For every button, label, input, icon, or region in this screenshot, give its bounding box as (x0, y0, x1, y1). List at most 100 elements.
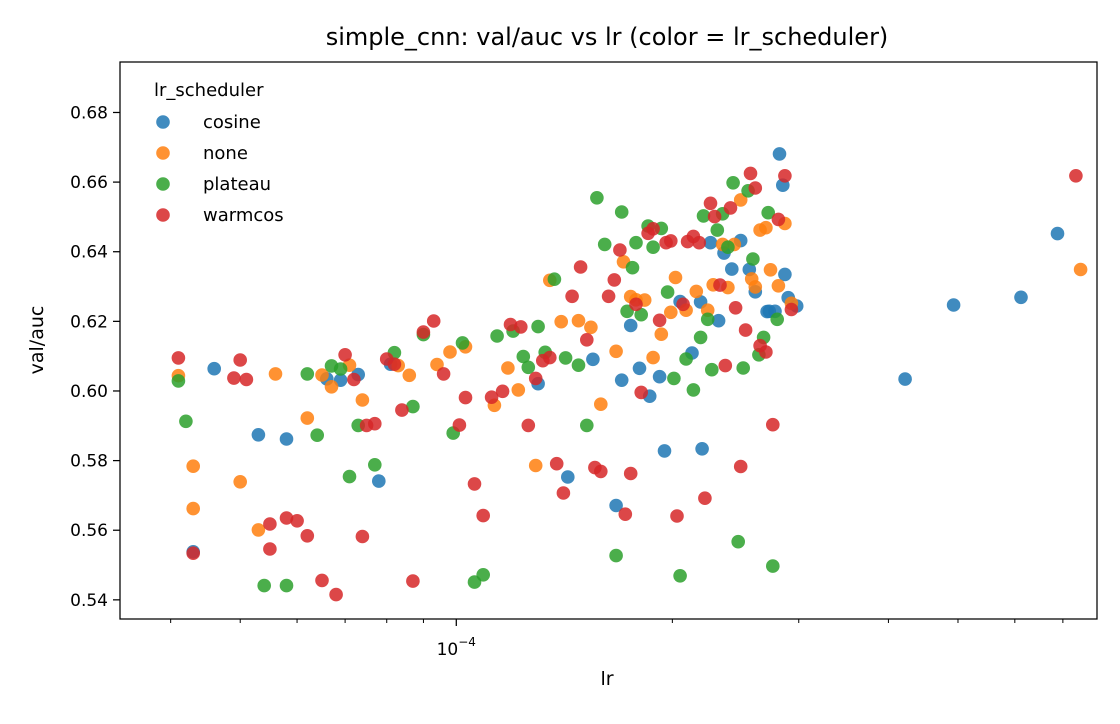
data-point-plateau (629, 235, 643, 250)
plot-area-frame (119, 61, 1098, 620)
data-point-plateau (531, 319, 545, 334)
y-tick-label: 0.68 (70, 103, 108, 123)
data-point-plateau (521, 360, 536, 375)
data-point-cosine (609, 498, 623, 513)
data-point-cosine (623, 318, 638, 333)
data-point-cosine (614, 373, 629, 388)
data-point-plateau (634, 307, 648, 322)
data-point-none (594, 397, 608, 412)
data-point-plateau (368, 458, 382, 472)
data-point-cosine (1050, 226, 1065, 241)
data-point-plateau (660, 285, 675, 299)
data-point-none (251, 523, 266, 537)
data-point-warmcos (670, 509, 684, 523)
data-point-plateau (686, 383, 701, 397)
data-point-plateau (726, 176, 740, 190)
data-point-cosine (898, 372, 912, 386)
data-point-plateau (646, 240, 660, 254)
data-point-warmcos (623, 466, 638, 481)
data-point-warmcos (227, 371, 241, 385)
y-tick-label: 0.58 (70, 452, 108, 472)
data-point-plateau (171, 374, 186, 388)
data-point-plateau (710, 223, 725, 237)
series-warmcos (171, 166, 1083, 602)
data-point-none (268, 367, 283, 381)
data-point-plateau (406, 399, 420, 414)
data-point-plateau (279, 578, 294, 593)
data-point-warmcos (355, 529, 370, 544)
legend-label-cosine: cosine (203, 112, 261, 133)
data-point-none (733, 193, 748, 207)
data-point-none (654, 327, 669, 342)
data-point-plateau (342, 469, 357, 484)
data-point-cosine (207, 361, 221, 376)
data-point-warmcos (766, 417, 780, 432)
data-point-warmcos (723, 201, 738, 215)
data-point-none (571, 313, 586, 328)
data-point-none (759, 220, 773, 235)
data-point-warmcos (395, 403, 409, 417)
data-point-plateau (547, 272, 562, 287)
data-point-warmcos (452, 418, 467, 432)
data-point-warmcos (368, 416, 382, 431)
data-point-warmcos (634, 385, 648, 400)
data-point-plateau (476, 568, 491, 582)
data-point-warmcos (618, 507, 633, 521)
data-point-plateau (580, 418, 594, 433)
data-point-none (186, 459, 200, 474)
data-point-warmcos (436, 367, 451, 381)
markers-layer (171, 147, 1088, 602)
data-point-cosine (279, 432, 294, 446)
data-point-none (771, 279, 786, 293)
data-point-cosine (251, 428, 266, 442)
data-point-warmcos (387, 357, 402, 372)
data-point-warmcos (601, 289, 616, 304)
data-point-warmcos (692, 235, 706, 250)
data-point-plateau (696, 209, 711, 223)
data-point-warmcos (171, 351, 186, 365)
data-point-warmcos (759, 345, 773, 359)
data-point-cosine (695, 442, 709, 456)
data-point-cosine (772, 147, 787, 161)
data-point-warmcos (406, 574, 420, 588)
data-point-warmcos (664, 234, 678, 248)
y-tick-label: 0.56 (70, 521, 108, 541)
data-point-warmcos (743, 166, 758, 181)
data-point-plateau (333, 362, 348, 376)
data-point-warmcos (263, 517, 277, 531)
data-point-cosine (586, 352, 600, 367)
data-point-none (528, 458, 543, 473)
data-point-plateau (766, 559, 780, 573)
data-point-plateau (597, 237, 612, 252)
data-point-warmcos (703, 196, 718, 211)
data-point-warmcos (279, 511, 294, 525)
y-tick-label: 0.60 (70, 382, 108, 402)
data-point-warmcos (556, 486, 571, 500)
data-point-plateau (571, 358, 586, 373)
chart-title: simple_cnn: val/auc vs lr (color = lr_sc… (326, 23, 889, 51)
data-point-plateau (721, 240, 735, 254)
data-point-warmcos (186, 546, 200, 560)
data-point-warmcos (728, 301, 743, 315)
data-point-warmcos (484, 390, 499, 405)
data-point-warmcos (629, 297, 643, 312)
data-point-none (664, 305, 678, 320)
data-point-warmcos (416, 325, 431, 339)
data-point-warmcos (543, 350, 557, 365)
data-point-warmcos (646, 222, 660, 236)
data-point-none (443, 345, 457, 359)
data-point-none (1073, 262, 1088, 277)
data-point-warmcos (580, 333, 594, 347)
data-point-warmcos (514, 320, 528, 334)
data-point-plateau (770, 312, 784, 327)
data-point-none (554, 314, 568, 329)
y-tick-label: 0.64 (70, 243, 108, 263)
y-axis-label: val/auc (26, 306, 48, 375)
data-point-warmcos (733, 459, 748, 474)
data-point-plateau (746, 252, 760, 266)
data-point-plateau (731, 534, 745, 549)
data-point-none (668, 270, 683, 285)
data-point-cosine (778, 267, 792, 282)
data-point-plateau (300, 367, 315, 381)
data-point-plateau (736, 361, 750, 375)
